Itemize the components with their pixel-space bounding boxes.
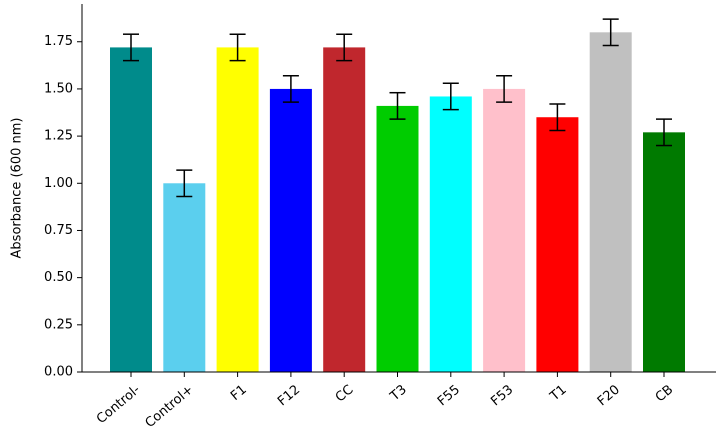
- x-tick-label: T3: [387, 382, 410, 405]
- x-tick-label: T1: [547, 382, 570, 405]
- y-tick-label: 0.25: [44, 317, 73, 332]
- x-tick-label: Control-: [94, 382, 143, 427]
- bar-cb: [643, 132, 685, 372]
- x-ticks-layer: Control- Control+ F1 F12 CC T3 F55 F53 T1 F20 CB: [94, 372, 676, 431]
- x-tick-label: F55: [435, 382, 463, 409]
- bar-f20: [589, 32, 632, 373]
- x-tick-label: F20: [595, 382, 623, 409]
- bar-f1: [216, 47, 259, 373]
- x-tick-label: CB: [653, 382, 676, 405]
- bar-f12: [269, 88, 312, 372]
- x-tick-label: F53: [488, 382, 516, 409]
- bars-layer: [110, 32, 685, 373]
- error-bars-layer: [123, 18, 672, 198]
- x-tick-label: F1: [228, 382, 250, 404]
- bar-f53: [483, 88, 526, 372]
- y-axis-label: Absorbance (600 nm): [10, 118, 25, 259]
- x-tick-label: Control+: [143, 382, 197, 431]
- y-tick-label: 0.75: [44, 223, 73, 238]
- x-tick-label: F12: [275, 382, 303, 409]
- y-tick-label: 1.25: [44, 129, 73, 144]
- bar-t1: [536, 117, 579, 372]
- y-tick-label: 0.00: [44, 365, 73, 380]
- bar-control: [163, 183, 206, 372]
- y-tick-label: 1.50: [44, 81, 73, 96]
- bar-t3: [376, 105, 419, 373]
- bar-control: [110, 47, 152, 373]
- y-ticks-layer: 0.00 0.25 0.50 0.75 1.00 1.25 1.50 1.75: [44, 34, 82, 380]
- x-tick-label: CC: [333, 382, 357, 405]
- y-tick-label: 1.00: [44, 176, 73, 191]
- bar-f55: [429, 96, 472, 372]
- bar-cc: [323, 47, 366, 373]
- y-tick-label: 0.50: [44, 270, 73, 285]
- y-tick-label: 1.75: [44, 34, 73, 49]
